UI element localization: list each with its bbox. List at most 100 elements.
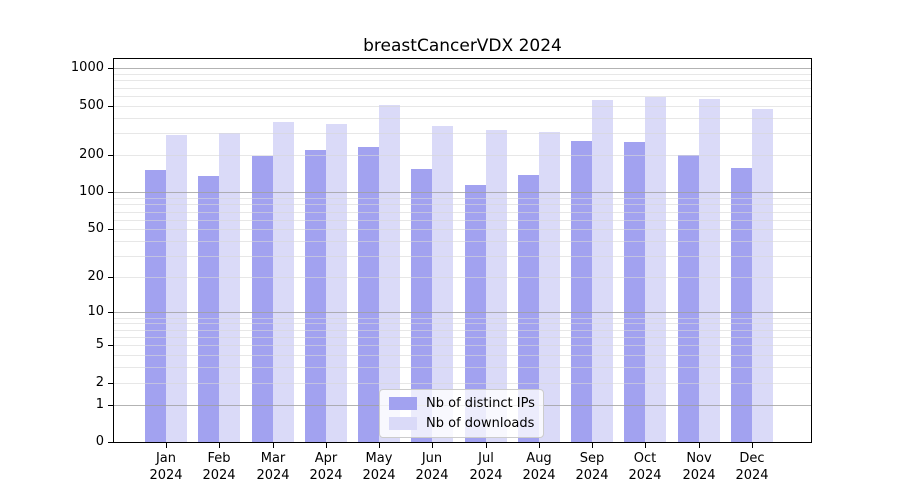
x-tick-year: 2024 xyxy=(149,468,183,483)
bar-ips-feb xyxy=(198,176,219,442)
x-tick-month: Nov xyxy=(686,451,712,466)
x-tick-mark xyxy=(326,443,327,448)
bar-downloads-nov xyxy=(699,99,720,442)
bar-ips-mar xyxy=(252,156,273,442)
legend-label: Nb of downloads xyxy=(426,416,535,431)
y-axis-tick-label: 20 xyxy=(87,269,104,284)
x-tick-year: 2024 xyxy=(362,468,396,483)
legend-swatch xyxy=(389,417,417,430)
x-tick-month: Mar xyxy=(260,451,286,466)
x-tick-year: 2024 xyxy=(628,468,662,483)
gridline-minor xyxy=(114,212,811,213)
x-tick-year: 2024 xyxy=(415,468,449,483)
legend-item-downloads: Nb of downloads xyxy=(389,416,534,431)
x-axis-tick-label-apr: Apr 2024 xyxy=(298,450,354,484)
gridline-minor xyxy=(114,96,811,97)
gridline-minor xyxy=(114,323,811,324)
y-axis-tick-label: 1 xyxy=(95,397,104,412)
x-tick-month: Jan xyxy=(155,451,177,466)
bar-ips-nov xyxy=(678,155,699,442)
bar-downloads-jun xyxy=(432,126,453,442)
y-tick-mark xyxy=(108,192,113,193)
x-axis-tick-label-jul: Jul 2024 xyxy=(458,450,514,484)
y-axis-tick-label: 10 xyxy=(87,304,104,319)
bar-ips-jun xyxy=(411,169,432,442)
plot-inner: Nb of distinct IPs Nb of downloads xyxy=(114,59,811,442)
chart-title: breastCancerVDX 2024 xyxy=(363,36,562,56)
y-axis-tick-label: 100 xyxy=(79,184,104,199)
x-tick-year: 2024 xyxy=(575,468,609,483)
x-tick-year: 2024 xyxy=(256,468,290,483)
x-axis-tick-label-oct: Oct 2024 xyxy=(617,450,673,484)
legend-swatch xyxy=(389,397,417,410)
bar-downloads-mar xyxy=(273,122,294,442)
gridline-minor xyxy=(114,74,811,75)
y-axis-tick-label: 1000 xyxy=(70,60,104,75)
x-tick-year: 2024 xyxy=(522,468,556,483)
x-axis-tick-label-nov: Nov 2024 xyxy=(671,450,727,484)
x-axis-tick-label-jun: Jun 2024 xyxy=(404,450,460,484)
x-axis-tick-label-sep: Sep 2024 xyxy=(564,450,620,484)
legend-item-distinct-ips: Nb of distinct IPs xyxy=(389,396,535,411)
x-axis-tick-label-dec: Dec 2024 xyxy=(724,450,780,484)
x-tick-month: Apr xyxy=(314,451,338,466)
x-tick-month: Feb xyxy=(207,451,231,466)
x-tick-year: 2024 xyxy=(735,468,769,483)
gridline-minor xyxy=(114,355,811,356)
gridline-minor xyxy=(114,220,811,221)
x-tick-mark xyxy=(699,443,700,448)
x-tick-month: Sep xyxy=(579,451,605,466)
gridline-minor xyxy=(114,337,811,338)
bar-downloads-sep xyxy=(592,100,613,442)
x-tick-mark xyxy=(752,443,753,448)
x-tick-mark xyxy=(379,443,380,448)
bar-ips-jul xyxy=(465,185,486,442)
bar-downloads-jul xyxy=(486,130,507,442)
bar-downloads-may xyxy=(379,105,400,442)
gridline-minor xyxy=(114,229,811,230)
bar-ips-jan xyxy=(145,170,166,442)
gridline-major xyxy=(114,68,811,69)
x-tick-month: Dec xyxy=(739,451,765,466)
gridline-minor xyxy=(114,345,811,346)
gridline-minor xyxy=(114,241,811,242)
x-tick-month: May xyxy=(365,451,393,466)
x-tick-mark xyxy=(592,443,593,448)
gridline-minor xyxy=(114,318,811,319)
y-tick-mark xyxy=(108,229,113,230)
x-axis-tick-label-feb: Feb 2024 xyxy=(191,450,247,484)
y-axis-tick-label: 0 xyxy=(95,434,104,449)
bar-ips-dec xyxy=(731,168,752,442)
y-tick-mark xyxy=(108,277,113,278)
y-axis-tick-label: 5 xyxy=(95,337,104,352)
gridline-minor xyxy=(114,80,811,81)
y-axis-tick-label: 2 xyxy=(95,375,104,390)
y-tick-mark xyxy=(108,68,113,69)
bar-downloads-jan xyxy=(166,135,187,442)
y-tick-mark xyxy=(108,312,113,313)
x-tick-month: Aug xyxy=(526,451,552,466)
legend-label: Nb of distinct IPs xyxy=(426,396,535,411)
x-axis-tick-label-aug: Aug 2024 xyxy=(511,450,567,484)
gridline-minor xyxy=(114,118,811,119)
gridline-major xyxy=(114,192,811,193)
gridline-minor xyxy=(114,88,811,89)
bar-downloads-apr xyxy=(326,124,347,442)
x-tick-year: 2024 xyxy=(469,468,503,483)
gridline-minor xyxy=(114,383,811,384)
gridline-minor xyxy=(114,204,811,205)
x-tick-mark xyxy=(219,443,220,448)
y-tick-mark xyxy=(108,155,113,156)
y-tick-mark xyxy=(108,106,113,107)
gridline-minor xyxy=(114,256,811,257)
y-tick-mark xyxy=(108,442,113,443)
x-tick-mark xyxy=(166,443,167,448)
y-tick-mark xyxy=(108,405,113,406)
gridline-minor xyxy=(114,133,811,134)
legend: Nb of distinct IPs Nb of downloads xyxy=(379,389,544,438)
x-tick-month: Oct xyxy=(633,451,657,466)
gridline-minor xyxy=(114,155,811,156)
y-tick-mark xyxy=(108,383,113,384)
bar-ips-apr xyxy=(305,150,326,442)
